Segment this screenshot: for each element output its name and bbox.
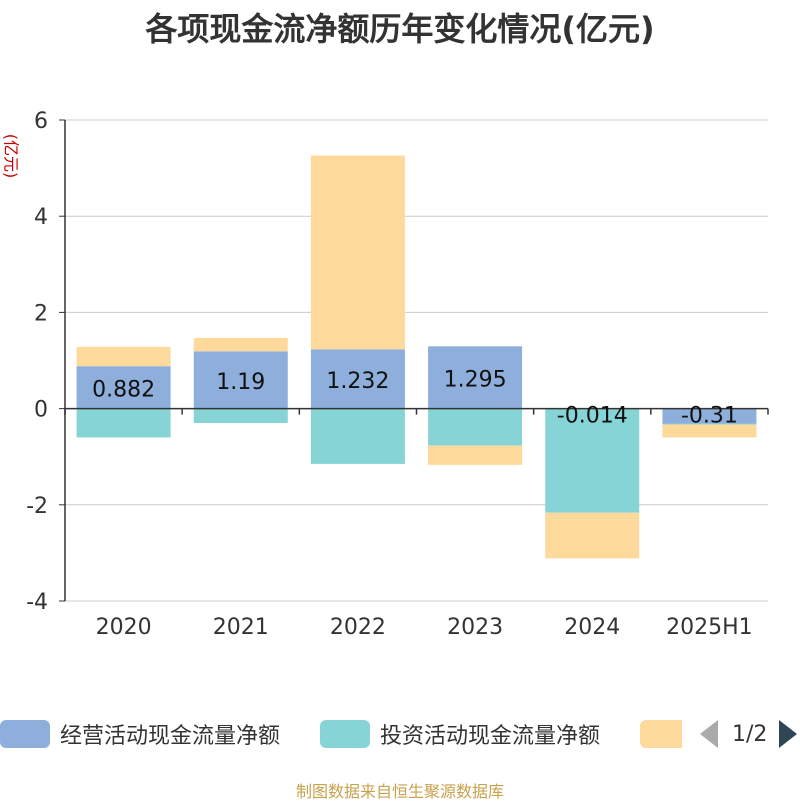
y-tick-label: 4 bbox=[34, 205, 48, 230]
bar-series1-2023 bbox=[428, 346, 523, 409]
bar-series1-2025H1 bbox=[662, 408, 757, 424]
x-tick-label: 2021 bbox=[213, 615, 269, 640]
data-label: 1.295 bbox=[444, 367, 507, 392]
legend-label-operating: 经营活动现金流量净额 bbox=[60, 724, 281, 749]
legend-pager: 1/2 bbox=[700, 716, 798, 752]
legend-swatch-operating bbox=[0, 720, 50, 748]
bar-series3-2023 bbox=[428, 445, 523, 465]
bar-series1-2020 bbox=[76, 366, 171, 409]
x-tick-label: 2022 bbox=[330, 615, 386, 640]
data-label: 1.19 bbox=[216, 370, 265, 395]
legend-item-investing[interactable]: 投资活动现金流量净额 bbox=[320, 716, 600, 752]
bar-series2-2022 bbox=[310, 408, 405, 464]
x-tick-label: 2020 bbox=[96, 615, 152, 640]
legend-swatch-investing bbox=[320, 720, 370, 748]
chart-legend: 经营活动现金流量净额 投资活动现金流量净额 1/2 bbox=[0, 716, 800, 752]
legend-prev-page-icon[interactable] bbox=[700, 720, 718, 748]
bar-series2-2025H1 bbox=[662, 423, 757, 425]
bar-series2-2023 bbox=[428, 408, 523, 446]
bar-series1-2021 bbox=[193, 351, 288, 409]
y-tick-label: 6 bbox=[34, 109, 48, 134]
data-label: 0.882 bbox=[92, 377, 155, 402]
legend-swatch-financing bbox=[640, 720, 682, 748]
bar-series2-2021 bbox=[193, 408, 288, 424]
y-tick-label: -4 bbox=[26, 590, 48, 615]
data-label: 1.232 bbox=[326, 369, 389, 394]
data-label: -0.31 bbox=[681, 404, 738, 429]
x-tick-label: 2025H1 bbox=[666, 615, 753, 640]
bar-series2-2024 bbox=[545, 409, 640, 513]
y-tick-label: -2 bbox=[26, 494, 48, 519]
chart-title: 各项现金流净额历年变化情况(亿元) bbox=[145, 10, 655, 48]
y-tick-label: 2 bbox=[34, 301, 48, 326]
x-tick-label: 2023 bbox=[447, 615, 503, 640]
bar-series2-2020 bbox=[76, 408, 171, 438]
x-tick-label: 2024 bbox=[564, 615, 620, 640]
legend-label-investing: 投资活动现金流量净额 bbox=[380, 724, 601, 749]
data-label: -0.014 bbox=[557, 404, 628, 429]
legend-next-page-icon[interactable] bbox=[779, 720, 798, 748]
legend-item-operating[interactable]: 经营活动现金流量净额 bbox=[0, 716, 280, 752]
bar-series3-2022 bbox=[310, 155, 405, 350]
bar-chart: 6 4 2 0 -2 -4 2020 2021 2022 2023 2024 2025H1 0.882 1… bbox=[26, 109, 769, 640]
data-source-footer: 制图数据来自恒生聚源数据库 bbox=[295, 782, 504, 801]
bar-series3-2020 bbox=[76, 346, 171, 367]
y-tick-label: 0 bbox=[34, 398, 48, 423]
bar-series1-2022 bbox=[310, 349, 405, 409]
bar-series3-2025H1 bbox=[662, 424, 757, 438]
bar-series3-2024 bbox=[545, 512, 640, 559]
legend-page-indicator: 1/2 bbox=[732, 721, 768, 747]
legend-item-financing[interactable] bbox=[640, 716, 682, 752]
bar-series3-2021 bbox=[193, 337, 288, 352]
